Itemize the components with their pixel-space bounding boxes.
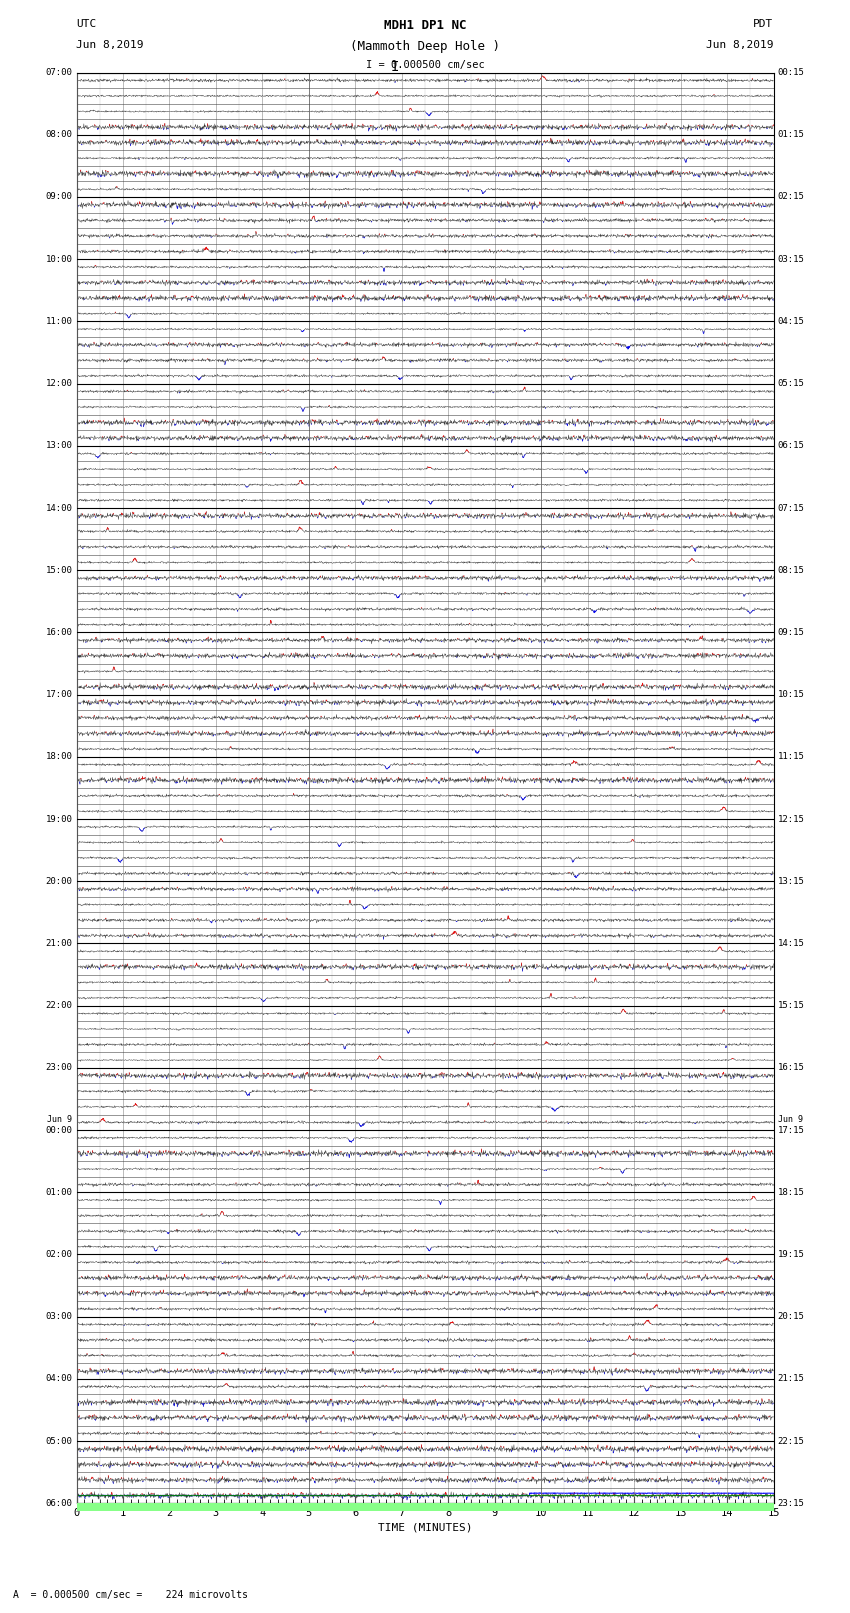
X-axis label: TIME (MINUTES): TIME (MINUTES) bbox=[377, 1523, 473, 1532]
Text: 20:00: 20:00 bbox=[45, 877, 72, 886]
Text: 06:00: 06:00 bbox=[45, 1498, 72, 1508]
Text: 05:15: 05:15 bbox=[778, 379, 805, 389]
Text: 11:00: 11:00 bbox=[45, 316, 72, 326]
Text: 17:00: 17:00 bbox=[45, 690, 72, 698]
Text: 09:15: 09:15 bbox=[778, 627, 805, 637]
Text: Jun 9: Jun 9 bbox=[48, 1115, 72, 1124]
Text: 12:00: 12:00 bbox=[45, 379, 72, 389]
Text: 08:00: 08:00 bbox=[45, 131, 72, 139]
Text: 10:00: 10:00 bbox=[45, 255, 72, 263]
Text: 14:00: 14:00 bbox=[45, 503, 72, 513]
Text: 12:15: 12:15 bbox=[778, 815, 805, 824]
Text: 21:15: 21:15 bbox=[778, 1374, 805, 1384]
Text: 17:15: 17:15 bbox=[778, 1126, 805, 1134]
Text: 04:00: 04:00 bbox=[45, 1374, 72, 1384]
Text: 05:00: 05:00 bbox=[45, 1437, 72, 1445]
Text: 22:00: 22:00 bbox=[45, 1002, 72, 1010]
Text: 00:15: 00:15 bbox=[778, 68, 805, 77]
Text: 20:15: 20:15 bbox=[778, 1313, 805, 1321]
Text: 07:00: 07:00 bbox=[45, 68, 72, 77]
Text: 19:15: 19:15 bbox=[778, 1250, 805, 1260]
Text: 16:15: 16:15 bbox=[778, 1063, 805, 1073]
Text: 11:15: 11:15 bbox=[778, 752, 805, 761]
Text: 03:00: 03:00 bbox=[45, 1313, 72, 1321]
Text: 14:15: 14:15 bbox=[778, 939, 805, 948]
Text: 06:15: 06:15 bbox=[778, 442, 805, 450]
Text: 13:00: 13:00 bbox=[45, 442, 72, 450]
Text: 13:15: 13:15 bbox=[778, 877, 805, 886]
Text: 15:15: 15:15 bbox=[778, 1002, 805, 1010]
Text: 16:00: 16:00 bbox=[45, 627, 72, 637]
Text: 01:00: 01:00 bbox=[45, 1187, 72, 1197]
Text: 10:15: 10:15 bbox=[778, 690, 805, 698]
Text: 00:00: 00:00 bbox=[45, 1126, 72, 1134]
Text: 18:00: 18:00 bbox=[45, 752, 72, 761]
Text: 18:15: 18:15 bbox=[778, 1187, 805, 1197]
Text: I: I bbox=[391, 60, 399, 74]
Text: 04:15: 04:15 bbox=[778, 316, 805, 326]
Text: 02:00: 02:00 bbox=[45, 1250, 72, 1260]
Text: (Mammoth Deep Hole ): (Mammoth Deep Hole ) bbox=[350, 40, 500, 53]
Text: 08:15: 08:15 bbox=[778, 566, 805, 574]
Text: Jun 9: Jun 9 bbox=[778, 1115, 802, 1124]
Text: 21:00: 21:00 bbox=[45, 939, 72, 948]
Text: I = 0.000500 cm/sec: I = 0.000500 cm/sec bbox=[366, 60, 484, 69]
Text: A  = 0.000500 cm/sec =    224 microvolts: A = 0.000500 cm/sec = 224 microvolts bbox=[13, 1590, 247, 1600]
Text: 07:15: 07:15 bbox=[778, 503, 805, 513]
Text: 01:15: 01:15 bbox=[778, 131, 805, 139]
Text: 22:15: 22:15 bbox=[778, 1437, 805, 1445]
Text: Jun 8,2019: Jun 8,2019 bbox=[706, 40, 774, 50]
Text: Jun 8,2019: Jun 8,2019 bbox=[76, 40, 144, 50]
Text: MDH1 DP1 NC: MDH1 DP1 NC bbox=[383, 19, 467, 32]
Text: 23:15: 23:15 bbox=[778, 1498, 805, 1508]
Text: PDT: PDT bbox=[753, 19, 774, 29]
Text: 19:00: 19:00 bbox=[45, 815, 72, 824]
Text: 02:15: 02:15 bbox=[778, 192, 805, 202]
Text: UTC: UTC bbox=[76, 19, 97, 29]
Text: 09:00: 09:00 bbox=[45, 192, 72, 202]
Text: 15:00: 15:00 bbox=[45, 566, 72, 574]
Text: 23:00: 23:00 bbox=[45, 1063, 72, 1073]
Text: 03:15: 03:15 bbox=[778, 255, 805, 263]
